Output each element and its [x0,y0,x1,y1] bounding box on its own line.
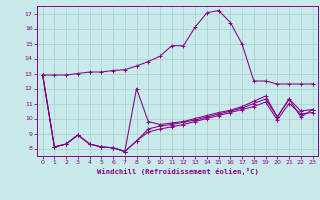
X-axis label: Windchill (Refroidissement éolien,°C): Windchill (Refroidissement éolien,°C) [97,168,259,175]
